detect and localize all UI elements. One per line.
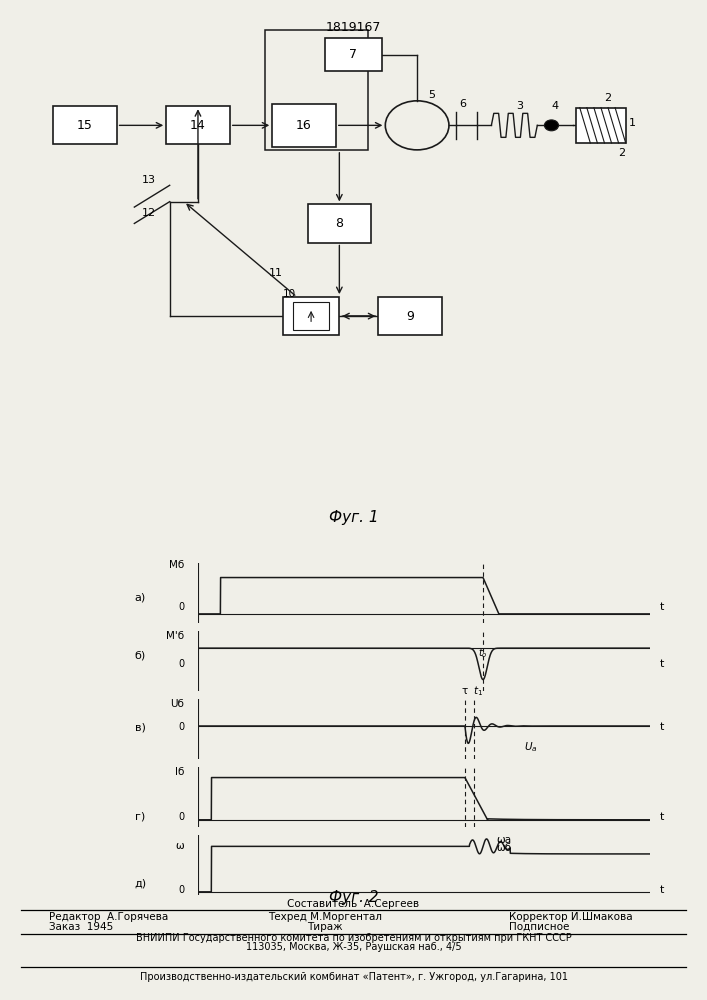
Text: 9: 9 (406, 310, 414, 323)
Text: τ: τ (462, 686, 468, 696)
Text: М'б: М'б (166, 631, 185, 641)
Text: 10: 10 (284, 289, 296, 299)
Text: Uб: Uб (170, 699, 185, 709)
Text: 4: 4 (551, 101, 559, 111)
Text: 1819167: 1819167 (326, 21, 381, 34)
Text: 16: 16 (296, 119, 312, 132)
FancyBboxPatch shape (272, 104, 336, 147)
Text: 6: 6 (460, 99, 467, 109)
Text: t: t (660, 722, 664, 732)
Text: Заказ  1945: Заказ 1945 (49, 922, 114, 932)
Text: 0: 0 (178, 885, 185, 895)
FancyBboxPatch shape (53, 106, 117, 144)
Text: Подписное: Подписное (509, 922, 569, 932)
Text: ω: ω (175, 841, 185, 851)
FancyBboxPatch shape (378, 297, 442, 335)
Text: $U_a$: $U_a$ (524, 740, 537, 754)
Text: в): в) (134, 722, 146, 732)
Text: Тираж: Тираж (308, 922, 343, 932)
Text: 0: 0 (178, 812, 185, 822)
Text: 0: 0 (178, 602, 185, 612)
Text: 1: 1 (629, 118, 636, 128)
Text: б): б) (134, 650, 146, 660)
Text: Техред М.Моргентал: Техред М.Моргентал (268, 912, 382, 922)
Text: t: t (660, 885, 664, 895)
Text: t: t (660, 659, 664, 669)
Text: 13: 13 (141, 175, 156, 185)
Text: ωа: ωа (496, 835, 512, 845)
Text: t: t (660, 812, 664, 822)
Text: Iб: Iб (175, 767, 185, 777)
Text: 5: 5 (428, 90, 435, 100)
Text: 2: 2 (619, 148, 626, 158)
Text: 0: 0 (178, 722, 185, 732)
Text: 113035, Москва, Ж-35, Раушская наб., 4/5: 113035, Москва, Ж-35, Раушская наб., 4/5 (246, 942, 461, 952)
Text: 0: 0 (178, 659, 185, 669)
FancyBboxPatch shape (283, 297, 339, 335)
Text: 3: 3 (516, 101, 523, 111)
FancyBboxPatch shape (293, 302, 329, 330)
Text: д): д) (134, 878, 147, 888)
FancyBboxPatch shape (166, 106, 230, 144)
FancyBboxPatch shape (325, 38, 382, 71)
Circle shape (544, 120, 559, 131)
FancyBboxPatch shape (308, 204, 371, 243)
Text: ωб: ωб (496, 843, 512, 853)
FancyBboxPatch shape (576, 108, 626, 143)
Text: Производственно-издательский комбинат «Патент», г. Ужгород, ул.Гагарина, 101: Производственно-издательский комбинат «П… (139, 972, 568, 982)
Text: 15: 15 (77, 119, 93, 132)
Text: г): г) (134, 812, 145, 822)
Text: Мб: Мб (169, 560, 185, 570)
Text: $t_1$: $t_1$ (474, 684, 484, 698)
Text: Составитель  А.Сергеев: Составитель А.Сергеев (288, 899, 419, 909)
Text: Фуг. 2: Фуг. 2 (329, 890, 378, 905)
Text: Корректор И.Шмакова: Корректор И.Шмакова (509, 912, 633, 922)
Text: $t_o$: $t_o$ (478, 646, 488, 660)
Text: Редактор  А.Горячева: Редактор А.Горячева (49, 912, 169, 922)
Text: 2: 2 (604, 93, 612, 103)
Text: 12: 12 (141, 208, 156, 218)
Text: ВНИИПИ Государственного комитета по изобретениям и открытиям при ГКНТ СССР: ВНИИПИ Государственного комитета по изоб… (136, 933, 571, 943)
Text: t: t (660, 602, 664, 612)
Text: 7: 7 (349, 48, 358, 61)
Text: 14: 14 (190, 119, 206, 132)
Text: Фуг. 1: Фуг. 1 (329, 510, 378, 525)
Text: 8: 8 (335, 217, 344, 230)
Text: 11: 11 (269, 267, 283, 277)
Text: а): а) (134, 592, 146, 602)
